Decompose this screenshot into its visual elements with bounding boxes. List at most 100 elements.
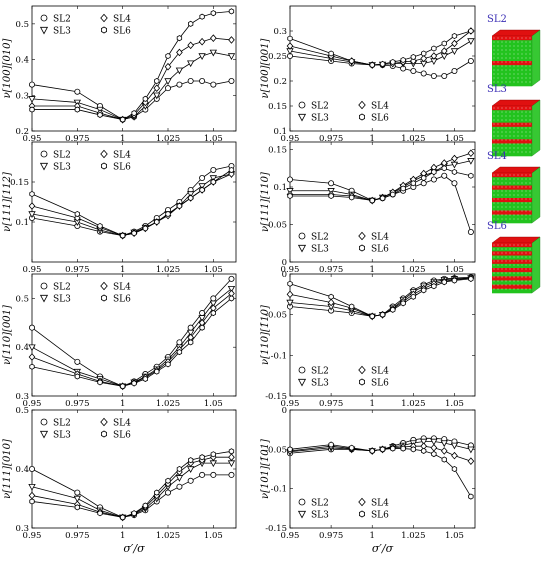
atom-dot xyxy=(512,134,516,138)
atom-dot xyxy=(512,287,516,291)
x-tick-label: 0.95 xyxy=(23,134,42,144)
atom-dot xyxy=(520,48,524,52)
atom-dot xyxy=(520,80,524,84)
data-point xyxy=(29,498,35,505)
atom-dot xyxy=(520,76,524,80)
y-tick-label: 0.3 xyxy=(273,27,287,37)
x-tick-label: 0.975 xyxy=(319,265,343,275)
atom-dot xyxy=(524,106,528,110)
atom-dot xyxy=(524,287,528,291)
atom-dot xyxy=(528,255,532,259)
series-SL2 xyxy=(286,172,474,235)
atom-dot xyxy=(508,76,512,80)
atom-dot xyxy=(504,40,508,44)
atom-dot xyxy=(520,185,524,189)
data-point xyxy=(228,295,235,302)
data-point xyxy=(390,191,396,198)
atom-dot xyxy=(524,209,528,213)
atom-dot xyxy=(492,177,496,181)
atom-dot xyxy=(508,44,512,48)
legend-entry: SL4 xyxy=(113,14,131,24)
atom-dot xyxy=(524,110,528,114)
crystal-layer xyxy=(492,259,532,265)
atom-dot xyxy=(508,279,512,283)
atom-dot xyxy=(508,263,512,267)
chart-panel-4: 0.95 0.975 1 1.025 1.05 0 0.05 0.1 0.15 ν[111][11… xyxy=(260,141,476,275)
data-point xyxy=(28,491,36,500)
data-point xyxy=(450,442,459,450)
atom-dot xyxy=(504,279,508,283)
legend-entry: SL3 xyxy=(53,26,71,36)
atom-dot xyxy=(508,213,512,217)
data-point xyxy=(430,73,437,80)
atom-dot xyxy=(524,52,528,56)
data-point xyxy=(176,202,183,210)
atom-dot xyxy=(508,118,512,122)
atom-dot xyxy=(500,197,504,201)
crystal-layer xyxy=(492,268,532,273)
x-tick-label: 1.05 xyxy=(204,399,223,409)
data-point xyxy=(468,275,474,282)
atom-dot xyxy=(524,138,528,142)
x-tick-label: 1 xyxy=(370,399,375,409)
data-point xyxy=(379,195,386,202)
crystal-top-face xyxy=(491,29,541,37)
atom-dot xyxy=(508,110,512,114)
atom-dot xyxy=(508,181,512,185)
data-point xyxy=(410,68,417,75)
atom-dot xyxy=(492,122,496,126)
atom-dot xyxy=(492,247,496,251)
atom-dot xyxy=(500,287,504,291)
atom-dot xyxy=(504,80,508,84)
atom-dot xyxy=(512,283,516,287)
atom-dot xyxy=(500,80,504,84)
atom-dot xyxy=(504,134,508,138)
legend-marker xyxy=(40,418,48,426)
atom-dot xyxy=(512,217,516,221)
atom-dot xyxy=(504,197,508,201)
data-point xyxy=(176,35,183,42)
atom-dot xyxy=(496,193,500,197)
chart-panel-5: 0.95 0.975 1 1.025 1.05 0.3 0.4 0.5ν[110][001] S… xyxy=(2,273,237,409)
x-tick-label: 0.975 xyxy=(319,399,343,409)
atom-dot xyxy=(512,205,516,209)
series-SL2 xyxy=(28,162,235,239)
atom-dot xyxy=(516,177,520,181)
series-SL4 xyxy=(28,170,235,240)
data-point xyxy=(28,353,36,361)
data-point xyxy=(431,450,437,458)
data-point xyxy=(28,96,36,103)
data-point xyxy=(176,48,183,57)
data-point xyxy=(74,88,81,95)
atom-dot xyxy=(504,275,508,279)
legend: SL2 SL4 SL3 SL6 xyxy=(39,417,131,440)
atom-dot xyxy=(520,255,524,259)
x-tick-label: 1.025 xyxy=(156,531,180,541)
atom-dot xyxy=(528,150,532,154)
data-point xyxy=(209,49,218,57)
atom-dot xyxy=(508,130,512,134)
atom-dot xyxy=(500,217,504,221)
atom-dot xyxy=(524,217,528,221)
atom-dot xyxy=(516,130,520,134)
series-line xyxy=(31,456,232,518)
atom-dot xyxy=(508,122,512,126)
legend: SL2 SL4 SL3 SL6 xyxy=(297,497,389,520)
atom-dot xyxy=(508,197,512,201)
legend-marker xyxy=(101,430,107,438)
data-point xyxy=(28,483,36,491)
atom-dot xyxy=(520,36,524,40)
crystal-layer xyxy=(492,247,532,252)
atom-dot xyxy=(504,146,508,150)
y-tick-label: 0.2 xyxy=(15,127,29,137)
legend-marker xyxy=(40,14,48,22)
legend-marker xyxy=(359,113,365,121)
crystal-layer xyxy=(492,189,532,195)
atom-dot xyxy=(524,267,528,271)
atom-dot xyxy=(496,72,500,76)
crystal-side-face xyxy=(531,99,541,157)
x-tick-label: 0.975 xyxy=(65,399,89,409)
crystal-layer xyxy=(492,44,532,49)
atom-dot xyxy=(504,185,508,189)
atom-dot xyxy=(516,181,520,185)
